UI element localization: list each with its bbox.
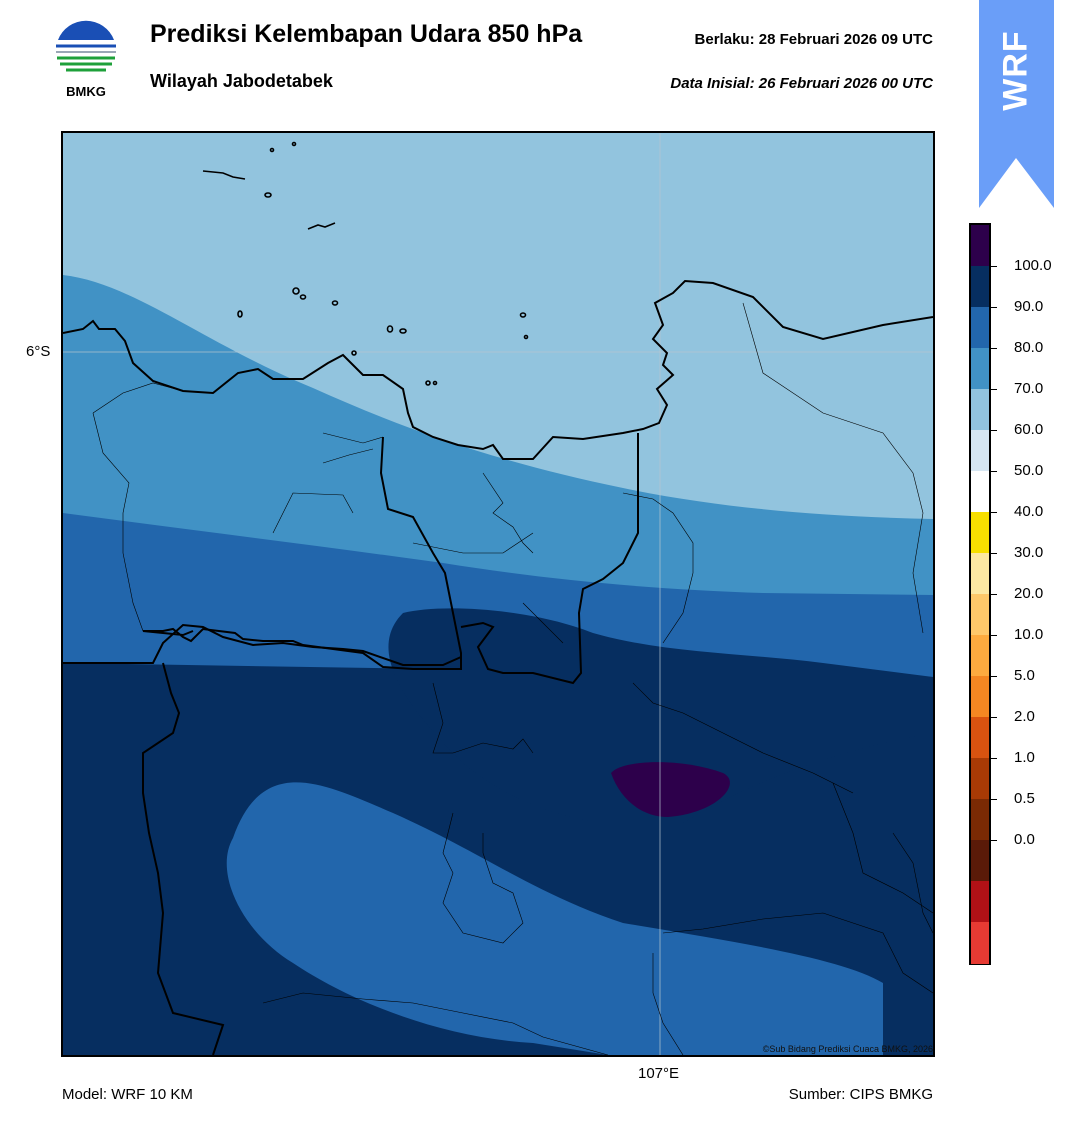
colorbar-label: 10.0: [1014, 626, 1044, 643]
bmkg-logo-icon: [55, 20, 117, 82]
colorbar-label: 50.0: [1014, 462, 1044, 479]
colorbar-segment: [971, 389, 989, 431]
model-label: Model: WRF 10 KM: [62, 1086, 193, 1103]
colorbar-tick: [991, 840, 997, 841]
colorbar-segment: [971, 922, 989, 964]
colorbar-segment: [971, 225, 989, 267]
colorbar-label: 90.0: [1014, 298, 1044, 315]
colorbar-label: 80.0: [1014, 339, 1044, 356]
colorbar-tick: [991, 266, 997, 267]
colorbar-segment: [971, 430, 989, 472]
map-credit: ©Sub Bidang Prediksi Cuaca BMKG, 2026: [762, 1044, 933, 1054]
wrf-badge-shape: [979, 0, 1054, 208]
colorbar-segment: [971, 717, 989, 759]
province-border-4: [142, 662, 225, 1055]
colorbar-label: 0.0: [1014, 831, 1035, 848]
colorbar-segment: [971, 471, 989, 513]
regency-borders: [92, 302, 933, 1055]
logo-text: BMKG: [66, 84, 106, 99]
colorbar-segment: [971, 676, 989, 718]
colorbar-label: 2.0: [1014, 708, 1035, 725]
colorbar-tick: [991, 758, 997, 759]
colorbar-tick: [991, 307, 997, 308]
colorbar-tick: [991, 512, 997, 513]
colorbar-label: 30.0: [1014, 544, 1044, 561]
colorbar-segment: [971, 553, 989, 595]
colorbar-segment: [971, 635, 989, 677]
colorbar-segment: [971, 758, 989, 800]
province-border-3: [460, 433, 639, 685]
province-border-2: [63, 623, 462, 666]
colorbar-tick: [991, 717, 997, 718]
map-canvas: [63, 133, 933, 1055]
colorbar-tick: [991, 594, 997, 595]
colorbar-tick: [991, 389, 997, 390]
colorbar-segment: [971, 840, 989, 882]
colorbar-segment: [971, 881, 989, 923]
colorbar-tick: [991, 799, 997, 800]
colorbar-label: 40.0: [1014, 503, 1044, 520]
colorbar-tick: [991, 553, 997, 554]
colorbar-tick: [991, 471, 997, 472]
colorbar-segment: [971, 799, 989, 841]
colorbar-tick: [991, 430, 997, 431]
wrf-badge: WRF: [979, 0, 1054, 210]
colorbar-label: 60.0: [1014, 421, 1044, 438]
colorbar-label: 70.0: [1014, 380, 1044, 397]
colorbar-tick: [991, 676, 997, 677]
map-subtitle: Wilayah Jabodetabek: [150, 71, 333, 91]
latitude-label: 6°S: [26, 343, 51, 360]
valid-time: Berlaku: 28 Februari 2026 09 UTC: [694, 31, 933, 48]
bmkg-logo: BMKG: [50, 18, 122, 102]
colorbar-segment: [971, 512, 989, 554]
colorbar-segment: [971, 348, 989, 390]
colorbar-label: 0.5: [1014, 790, 1035, 807]
colorbar-label: 20.0: [1014, 585, 1044, 602]
init-time: Data Inisial: 26 Februari 2026 00 UTC: [670, 75, 933, 92]
colorbar-tick: [991, 348, 997, 349]
longitude-label: 107°E: [638, 1065, 680, 1082]
colorbar-segment: [971, 307, 989, 349]
colorbar: [969, 223, 991, 965]
islands: [202, 141, 529, 386]
map-title: Prediksi Kelembapan Udara 850 hPa: [150, 20, 583, 48]
source-label: Sumber: CIPS BMKG: [788, 1086, 933, 1103]
wrf-badge-text: WRF: [997, 29, 1036, 111]
colorbar-label: 100.0: [1014, 257, 1052, 274]
colorbar-tick: [991, 635, 997, 636]
band-90-100-core: [388, 608, 933, 826]
colorbar-segment: [971, 266, 989, 308]
colorbar-label: 5.0: [1014, 667, 1035, 684]
colorbar-label: 1.0: [1014, 749, 1035, 766]
band-100-plus: [611, 762, 730, 817]
colorbar-segment: [971, 594, 989, 636]
humidity-map: [61, 131, 935, 1057]
